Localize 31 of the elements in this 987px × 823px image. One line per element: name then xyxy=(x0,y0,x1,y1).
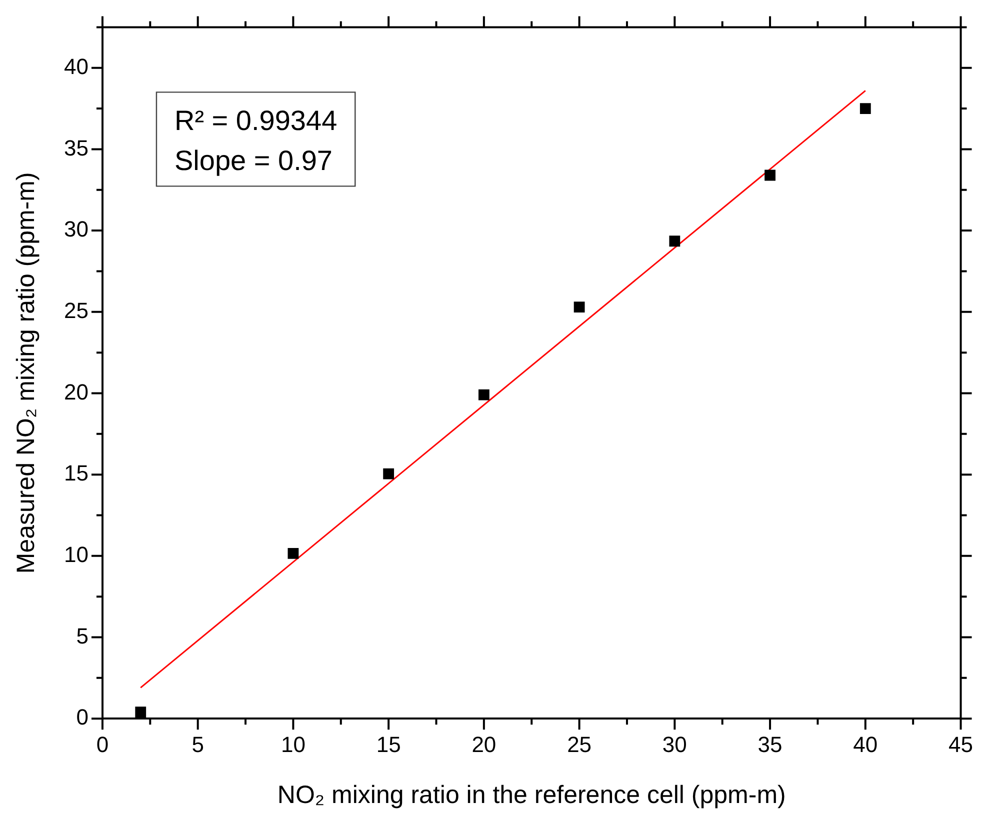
x-tick-label: 5 xyxy=(192,732,204,757)
y-tick-label: 5 xyxy=(76,623,88,648)
x-tick-label: 25 xyxy=(567,732,592,757)
y-tick-label: 10 xyxy=(64,542,88,567)
y-tick-label: 25 xyxy=(64,298,88,323)
annotation: Slope = 0.97 xyxy=(174,145,332,176)
x-tick-label: 15 xyxy=(376,732,401,757)
point xyxy=(478,389,490,400)
point xyxy=(860,103,871,114)
annotation: R² = 0.99344 xyxy=(174,105,338,136)
y-tick-label: 30 xyxy=(64,216,88,242)
x-tick-label: 35 xyxy=(758,732,782,757)
y-tick-label: 40 xyxy=(64,54,88,79)
y-axis-title: Measured NO₂ mixing ratio (ppm-m) xyxy=(12,172,40,574)
x-tick-label: 40 xyxy=(853,732,878,757)
point xyxy=(764,170,776,181)
x-tick-label: 20 xyxy=(472,732,496,757)
point xyxy=(574,302,585,312)
x-tick-label: 0 xyxy=(96,732,109,757)
y-tick-label: 35 xyxy=(64,135,88,160)
x-tick-label: 30 xyxy=(662,732,687,757)
point xyxy=(383,468,394,480)
y-tick-label: 15 xyxy=(64,460,88,486)
y-tick-label: 0 xyxy=(76,704,88,730)
point xyxy=(669,236,680,247)
x-tick-label: 10 xyxy=(280,732,306,757)
x-axis-title: NO₂ mixing ratio in the reference cell (ppm-m) xyxy=(277,780,786,809)
y-tick-label: 20 xyxy=(64,379,88,404)
point xyxy=(135,706,146,718)
point xyxy=(288,548,299,559)
x-tick-label: 45 xyxy=(948,732,974,757)
